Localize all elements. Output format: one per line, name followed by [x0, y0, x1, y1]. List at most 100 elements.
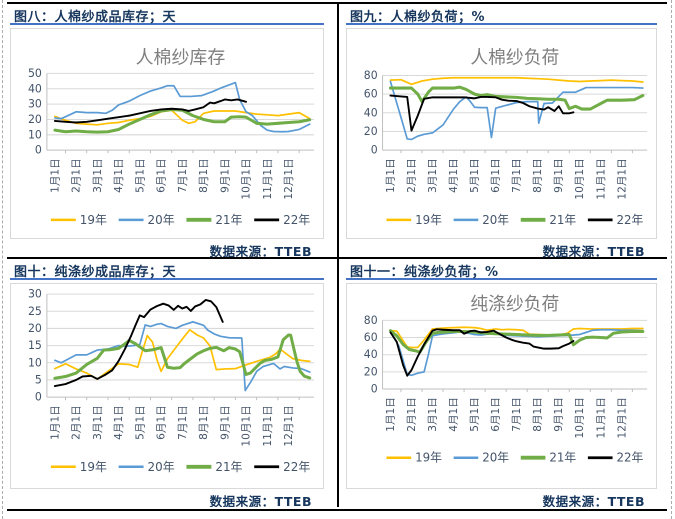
- x-axis-label: 6月1日: [490, 158, 502, 193]
- series-line-21年: [388, 85, 645, 111]
- legend-item-19年: 19年: [386, 451, 442, 465]
- series-line-19年: [54, 109, 311, 126]
- legend-label: 22年: [283, 460, 310, 474]
- chart10-source: 数据来源：TTEB: [209, 494, 312, 507]
- legend-item-20年: 20年: [453, 451, 509, 465]
- series-line-22年: [53, 98, 247, 124]
- x-axis-label: 12月1日: [616, 158, 628, 199]
- x-axis-label: 2月1日: [406, 397, 418, 432]
- x-axis-label: 7月1日: [511, 158, 523, 193]
- chart9-header: 图九：人棉纱负荷；%: [346, 4, 657, 25]
- legend-item-22年: 22年: [587, 451, 644, 465]
- chart-title: 纯涤纱负荷: [470, 294, 559, 315]
- series-line-20年: [54, 81, 311, 133]
- series-line-21年: [53, 333, 312, 380]
- legend-label: 22年: [617, 213, 644, 227]
- legend-label: 21年: [215, 213, 242, 227]
- x-axis-label: 5月1日: [469, 158, 481, 193]
- x-axis-label: 8月1日: [198, 158, 210, 193]
- legend-label: 20年: [148, 213, 175, 227]
- legend-label: 22年: [283, 213, 310, 227]
- x-axis-label: 3月1日: [427, 158, 439, 193]
- series-line-20年: [54, 321, 311, 392]
- legend-item-20年: 20年: [453, 213, 509, 227]
- chart9-source: 数据来源：TTEB: [542, 244, 645, 257]
- legend-label: 19年: [80, 213, 107, 227]
- x-axis-label: 5月1日: [469, 397, 481, 432]
- x-axis-label: 1月1日: [49, 405, 61, 440]
- y-axis-label: 80: [364, 314, 378, 327]
- legend-item-19年: 19年: [386, 213, 442, 227]
- x-axis-label: 10月1日: [241, 158, 253, 199]
- y-axis-label: 40: [364, 106, 378, 119]
- y-axis-label: 15: [28, 339, 42, 352]
- y-axis-label: 40: [364, 348, 378, 361]
- y-axis-label: 50: [28, 67, 42, 80]
- legend-label: 20年: [148, 460, 175, 474]
- x-axis-label: 1月1日: [385, 397, 397, 432]
- chart9-canvas: 0 20 40 60 80 1月1日 2月1日 3月1日 4月1日 5月1日 6月1日 7月1日 8月1…: [364, 47, 648, 227]
- x-axis-label: 8月1日: [532, 397, 544, 432]
- series-line-19年: [389, 326, 644, 349]
- chart11-header: 图十一：纯涤纱负荷；%: [346, 259, 657, 280]
- legend-item-19年: 19年: [50, 213, 107, 227]
- x-axis-label: 7月1日: [511, 397, 523, 432]
- legend-item-21年: 21年: [186, 213, 242, 227]
- x-axis-label: 10月1日: [574, 158, 586, 199]
- y-axis-label: 20: [364, 125, 378, 138]
- x-axis-label: 6月1日: [156, 158, 168, 193]
- legend-item-21年: 21年: [186, 460, 243, 474]
- chart8-canvas: 0 10 20 30 40 50 1月1日 2月1日 3月1日 4月1日 5月1日 6月1日 7月1日 8…: [28, 47, 315, 227]
- x-axis-label: 9月1日: [553, 397, 565, 432]
- y-axis-label: 80: [364, 69, 378, 82]
- y-axis-label: 0: [35, 391, 42, 404]
- legend-item-22年: 22年: [254, 460, 310, 474]
- y-axis-label: 40: [28, 82, 42, 95]
- legend-item-19年: 19年: [50, 460, 107, 474]
- y-axis-label: 10: [28, 128, 42, 141]
- panel-chart8: 图八：人棉纱成品库存；天 0 10 20 30 40 50 1月1日 2月1日 3月1日 4月1日…: [7, 4, 337, 257]
- x-axis-label: 10月1日: [574, 397, 586, 438]
- y-axis-label: 20: [28, 113, 42, 126]
- y-axis-label: 20: [364, 365, 378, 378]
- legend-label: 21年: [549, 213, 576, 227]
- chart11-source: 数据来源：TTEB: [542, 494, 645, 507]
- x-axis-label: 2月1日: [71, 405, 83, 440]
- x-axis-label: 6月1日: [156, 405, 168, 440]
- y-axis-label: 20: [28, 322, 42, 335]
- x-axis-label: 9月1日: [219, 405, 231, 440]
- series-line-20年: [389, 80, 644, 141]
- x-axis-label: 9月1日: [553, 158, 565, 193]
- y-axis-label: 0: [371, 382, 378, 395]
- y-axis-label: 30: [28, 98, 42, 111]
- x-axis-label: 8月1日: [198, 405, 210, 440]
- x-axis-label: 12月1日: [616, 397, 628, 438]
- legend-item-20年: 20年: [118, 460, 175, 474]
- series-line-22年: [53, 298, 224, 388]
- chart9-figure[interactable]: 0 20 40 60 80 1月1日 2月1日 3月1日 4月1日 5月1日 6月1日 7月1日 8月1…: [346, 28, 657, 239]
- legend-item-21年: 21年: [520, 451, 576, 465]
- panel-chart11: 图十一：纯涤纱负荷；% 0 20 40 60 80 1月1日 2月1日 3月1日 4月1日 5月1…: [337, 257, 667, 507]
- legend-label: 21年: [215, 460, 242, 474]
- x-axis-label: 6月1日: [490, 397, 502, 432]
- chart11-figure[interactable]: 0 20 40 60 80 1月1日 2月1日 3月1日 4月1日 5月1日 6月1日 7月1日 8月1…: [346, 283, 657, 489]
- y-axis-label: 30: [28, 288, 42, 301]
- chart8-figure[interactable]: 0 10 20 30 40 50 1月1日 2月1日 3月1日 4月1日 5月1日 6月1日 7月1日 8…: [10, 28, 324, 239]
- series-line-21年: [53, 107, 312, 134]
- legend-item-21年: 21年: [520, 213, 576, 227]
- legend-item-22年: 22年: [254, 213, 310, 227]
- chart10-figure[interactable]: 0 5 10 15 20 25 30 1月1日 2月1日 3月1日 4月1日 5月1日 6月1日 7月1日…: [10, 283, 324, 489]
- panel-chart10: 图十：纯涤纱成品库存；天 0 5 10 15 20 25 30 1月1日 2月1日 3月1日 4月1…: [7, 257, 337, 507]
- page-boundary-left-dashed: [2, 0, 3, 519]
- y-axis-label: 0: [371, 144, 378, 157]
- x-axis-label: 4月1日: [448, 397, 460, 432]
- series-line-22年: [389, 94, 575, 132]
- legend-label: 22年: [617, 451, 644, 465]
- y-axis-label: 5: [35, 373, 42, 386]
- x-axis-label: 11月1日: [595, 158, 607, 199]
- chart10-header: 图十：纯涤纱成品库存；天: [10, 259, 324, 280]
- chart-title: 人棉纱库存: [136, 47, 226, 68]
- x-axis-label: 8月1日: [532, 158, 544, 193]
- series-line-22年: [389, 328, 575, 377]
